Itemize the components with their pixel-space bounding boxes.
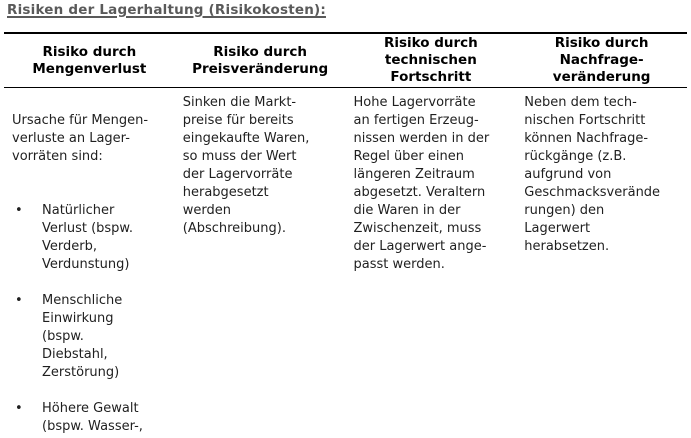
- header-cell-preisveraenderung: Risiko durch Preisveränderung: [174, 32, 346, 88]
- body-cell-technischer-fortschritt: Hohe Lagervorräte an fertigen Erzeug- ni…: [345, 87, 517, 438]
- body-cell-nachfrageveraenderung: Neben dem tech- nischen Fortschritt könn…: [516, 87, 687, 438]
- bullet-icon: •: [15, 401, 23, 416]
- risk-table-header-row: Risiko durch Mengenverlust Risiko durch …: [4, 32, 687, 88]
- list-item: • Natürlicher Verlust (bspw. Verderb, Ver…: [12, 202, 169, 274]
- body-cell-preisveraenderung: Sinken die Markt- preise für bereits ein…: [174, 87, 346, 438]
- list-item-text: Höhere Gewalt (bspw. Wasser-, Feuerschäd…: [42, 401, 143, 438]
- mengenverlust-intro-text: Ursache für Mengen- verluste an Lager- v…: [12, 113, 149, 164]
- list-item: • Höhere Gewalt (bspw. Wasser-, Feuerschä…: [12, 400, 169, 438]
- list-item: • Menschliche Einwirkung (bspw. Diebstahl…: [12, 292, 169, 382]
- header-cell-mengenverlust: Risiko durch Mengenverlust: [4, 32, 175, 88]
- risk-table-body-row: Ursache für Mengen- verluste an Lager- v…: [4, 87, 687, 438]
- body-cell-mengenverlust: Ursache für Mengen- verluste an Lager- v…: [4, 87, 175, 438]
- page-title: Risiken der Lagerhaltung (Risikokosten):: [7, 2, 326, 18]
- mengenverlust-bullet-list: • Natürlicher Verlust (bspw. Verderb, Ver…: [12, 184, 169, 438]
- list-item-text: Natürlicher Verlust (bspw. Verderb, Verd…: [42, 203, 133, 272]
- header-cell-technischer-fortschritt: Risiko durch technischen Fortschritt: [345, 32, 517, 88]
- bullet-icon: •: [15, 203, 23, 218]
- list-item-text: Menschliche Einwirkung (bspw. Diebstahl,…: [42, 293, 123, 380]
- header-cell-nachfrageveraenderung: Risiko durch Nachfrage- veränderung: [516, 32, 687, 88]
- bullet-icon: •: [15, 293, 23, 308]
- risk-table: Risiko durch Mengenverlust Risiko durch …: [4, 32, 687, 438]
